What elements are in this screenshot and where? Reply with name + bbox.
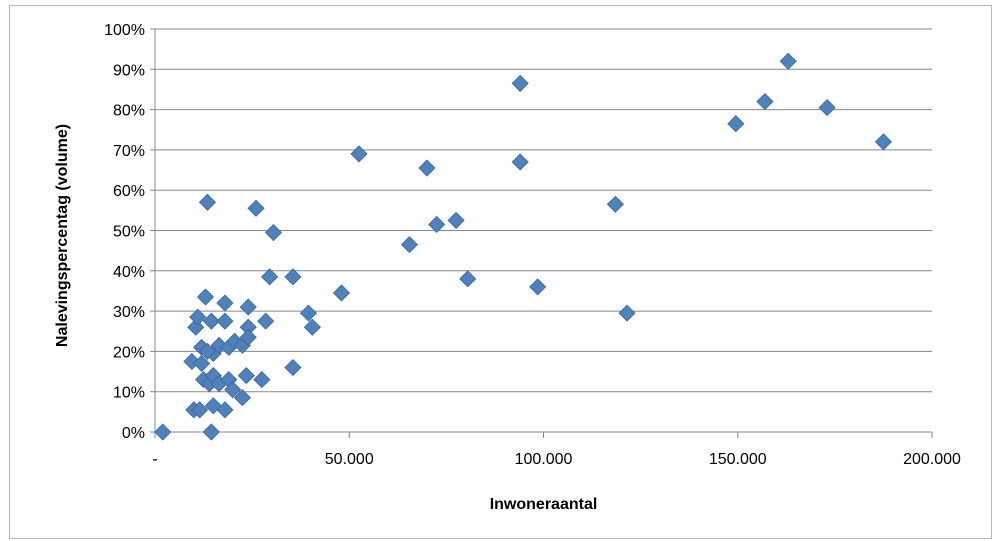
y-tick-label: 10% [113,385,145,402]
data-point [511,153,529,171]
y-tick-label: 50% [113,224,145,241]
data-point [303,318,321,336]
data-point [284,268,302,286]
y-tick-label: 60% [113,183,145,200]
x-tick-label: - [152,451,157,468]
data-point [529,278,547,296]
chart-frame: 0% 10% 20% 30% 40% 50% 60% 70% 80% 90% 100% - 50.00… [9,5,992,539]
y-tick-label: 40% [113,264,145,281]
y-tick-label: 70% [113,143,145,160]
data-point [202,312,220,330]
y-tick-label: 100% [104,22,145,39]
data-point [350,145,368,163]
data-point [299,304,318,322]
y-tick-label: 90% [113,62,145,79]
data-point [874,133,893,151]
data-point [727,115,745,133]
x-tick-labels: - 50.000 100.000 150.000 200.000 [152,451,961,468]
data-point [756,92,774,111]
data-point [216,312,234,330]
data-point [198,193,217,211]
y-axis-title: Nalevingspercentag (volume) [54,124,71,347]
data-point [459,270,477,288]
data-point [261,268,279,286]
data-point [224,381,242,399]
x-tick-label: 50.000 [325,451,374,468]
data-point [216,294,234,312]
data-point [237,367,255,385]
data-point [216,401,234,419]
data-point [447,211,465,229]
data-point [193,354,211,373]
data-point [428,215,446,234]
x-tick-label: 100.000 [515,451,573,468]
grid-lines [155,28,932,393]
data-point [332,284,351,302]
data-point [418,159,436,177]
data-point [257,312,275,330]
scatter-chart: 0% 10% 20% 30% 40% 50% 60% 70% 80% 90% 100% - 50.00… [54,22,961,513]
data-point [253,371,271,389]
x-axis-title: Inwoneraantal [490,496,598,513]
data-point [264,223,283,242]
axes [150,28,933,438]
x-tick-label: 200.000 [903,451,961,468]
data-point [154,423,172,441]
y-tick-label: 80% [113,103,145,120]
y-tick-label: 30% [113,304,145,321]
data-point [196,288,215,306]
data-point [202,423,220,441]
data-point [233,389,251,407]
data-point [400,236,419,254]
data-point [239,298,257,316]
data-point [511,74,529,92]
y-tick-label: 20% [113,344,145,361]
x-tick-label: 150.000 [709,451,767,468]
data-point [779,52,797,70]
data-point [818,99,836,117]
data-point [247,199,265,217]
data-point [606,195,624,213]
data-points [154,52,893,441]
y-tick-labels: 0% 10% 20% 30% 40% 50% 60% 70% 80% 90% 100% [104,22,145,442]
data-point [189,308,207,326]
y-tick-label: 0% [122,425,145,442]
data-point [618,304,636,322]
data-point [239,328,257,346]
data-point [198,342,217,360]
data-point [191,401,209,419]
data-point [284,358,302,377]
